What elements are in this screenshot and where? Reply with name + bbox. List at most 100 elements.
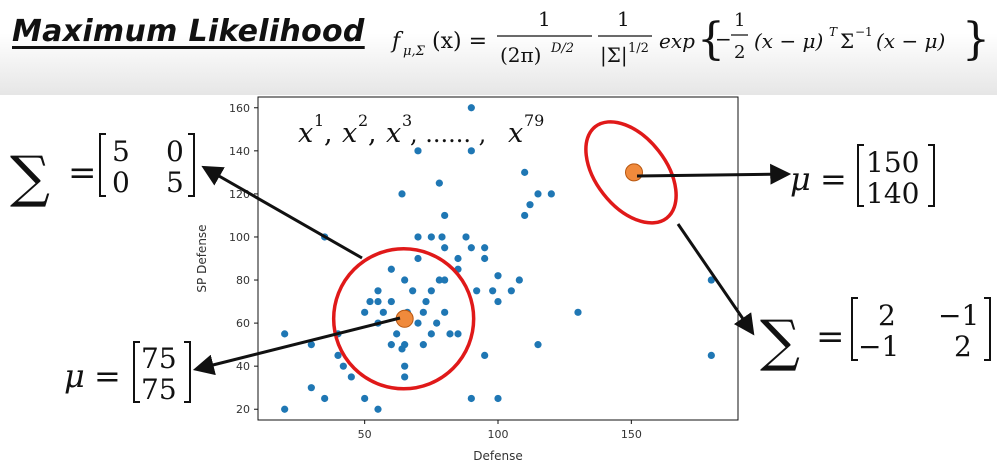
likelihood-formula: f μ,Σ (x) = 1 (2π) D/2 1 |Σ| 1/2 exp { −…: [390, 7, 990, 68]
arrow-to-sigma-right: [676, 223, 755, 336]
y-tick-label: 40: [236, 360, 250, 373]
sample-sep-1: ,: [324, 118, 333, 149]
formula-frac1-num: 1: [538, 7, 551, 31]
data-point: [441, 211, 449, 220]
data-point: [422, 297, 430, 306]
formula-half-num: 1: [734, 10, 745, 31]
data-point: [427, 287, 435, 295]
data-point: [414, 254, 422, 263]
mean-markers: [395, 163, 643, 328]
arrow-to-sigma-left: [201, 165, 363, 260]
sample-x1: x: [298, 118, 313, 149]
mu-left-eq: =: [94, 357, 121, 395]
sigma-left-m21: 0: [112, 166, 130, 199]
formula-frac2-num: 1: [617, 7, 630, 31]
formula-term-b: (x − μ): [876, 29, 945, 53]
mu-left-annotation: μ = 75 75: [64, 341, 191, 406]
y-tick-label: 80: [236, 274, 250, 287]
data-point: [419, 341, 427, 349]
formula-sub: μ,Σ: [403, 44, 426, 59]
data-point: [467, 104, 475, 112]
data-point: [707, 351, 715, 359]
mu-left-v2: 75: [141, 373, 177, 406]
mu-left-v1: 75: [141, 342, 177, 375]
data-point: [401, 362, 409, 370]
formula-sigma: Σ: [840, 29, 854, 53]
data-point: [534, 190, 542, 198]
mu-right-bracket-l: [857, 144, 864, 207]
data-point: [481, 351, 489, 359]
data-point: [454, 330, 462, 338]
data-point: [494, 272, 502, 280]
mu-right-bracket-r: [928, 144, 935, 207]
sigma-right-bracket-l: [851, 297, 858, 361]
data-points: [281, 104, 715, 413]
data-point: [321, 394, 329, 403]
slide-title: Maximum Likelihood: [12, 14, 365, 49]
sigma-right-m12: −1: [938, 299, 979, 332]
arrow-to-mu-left: [192, 316, 401, 376]
mu-right-eq: =: [820, 160, 847, 198]
ellipse-right: [584, 120, 678, 225]
mu-left-symbol: μ: [64, 357, 85, 395]
data-point: [427, 233, 435, 241]
x-axis-label: Defense: [473, 449, 522, 463]
y-tick-label: 60: [236, 317, 250, 330]
formula-frac1-den: (2π): [500, 43, 541, 67]
data-point: [521, 211, 529, 220]
data-point: [467, 394, 475, 403]
data-point: [374, 297, 382, 306]
sigma-right-m22: 2: [954, 330, 972, 363]
data-point: [473, 287, 481, 295]
y-tick-label: 100: [229, 231, 250, 244]
data-point: [409, 287, 417, 295]
data-point: [401, 276, 409, 284]
data-point: [441, 276, 449, 284]
data-point: [334, 351, 342, 359]
sigma-left-m22: 5: [166, 166, 184, 199]
sigma-left-sum: ∑: [10, 145, 50, 210]
formula-f: f: [390, 29, 404, 54]
samples-label: x 1 , x 2 , x 3 , ...... , x 79: [298, 111, 544, 149]
data-point: [494, 297, 502, 306]
ellipse-left: [331, 247, 476, 391]
mu-left-bracket-l: [133, 341, 140, 403]
data-point: [507, 287, 515, 295]
mu-right-annotation: μ = 150 140: [790, 144, 935, 210]
sigma-right-sum: ∑: [760, 309, 800, 374]
data-point: [547, 190, 555, 198]
data-point: [574, 308, 582, 316]
x-tick-label: 50: [358, 428, 372, 441]
gaussian-ellipses: [331, 120, 678, 391]
x-tick-label: 100: [488, 428, 509, 441]
y-axis-label: SP Defense: [195, 224, 209, 292]
data-point: [454, 254, 462, 263]
data-point: [374, 405, 382, 413]
data-point: [307, 384, 315, 392]
data-point: [446, 330, 454, 338]
data-point: [467, 147, 475, 155]
data-point: [347, 373, 355, 381]
sigma-left-annotation: ∑ = 5 0 0 5: [10, 133, 195, 210]
sigma-right-m21: −1: [858, 330, 899, 363]
data-point: [387, 341, 395, 349]
data-point: [534, 341, 542, 349]
data-point: [435, 276, 443, 284]
data-point: [414, 233, 422, 241]
data-point: [467, 244, 475, 252]
sample-x2-sup: 2: [358, 111, 368, 130]
formula-frac1-den-exp: D/2: [550, 41, 574, 56]
data-point: [379, 308, 387, 316]
data-point: [438, 233, 446, 241]
arrow-to-mu-right: [636, 163, 792, 185]
data-point: [462, 233, 470, 241]
mean-right-point: [625, 163, 643, 182]
data-point: [339, 362, 347, 370]
mu-right-symbol: μ: [790, 160, 811, 198]
sigma-left-m11: 5: [112, 135, 130, 168]
data-point: [281, 405, 289, 413]
data-point: [361, 394, 369, 403]
y-tick-label: 20: [236, 403, 250, 416]
data-point: [374, 287, 382, 295]
sigma-left-m12: 0: [166, 135, 184, 168]
